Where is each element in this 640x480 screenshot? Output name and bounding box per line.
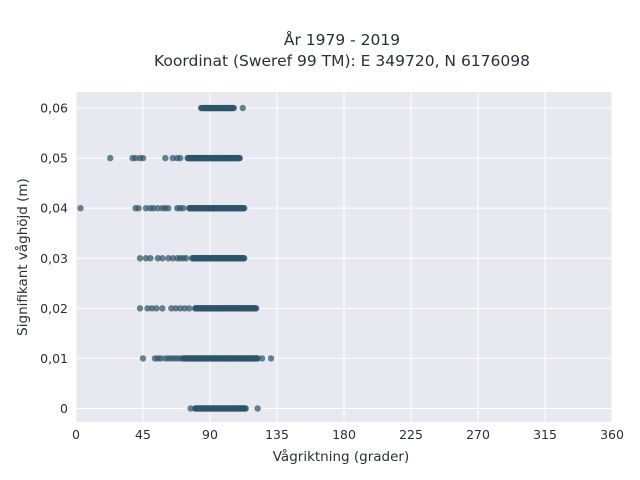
data-point [241,204,248,212]
data-point [241,255,248,262]
data-point [153,305,160,312]
y-tick-label: 0 [60,401,68,416]
data-point [162,154,169,162]
data-point [254,355,261,362]
data-point [139,355,147,362]
x-tick-label: 45 [135,427,151,442]
data-point [139,154,147,162]
y-tick-label: 0,03 [40,251,68,266]
data-point [181,305,188,312]
data-point [142,255,150,262]
data-point [147,255,154,262]
data-point [177,305,184,312]
data-point [154,204,162,212]
x-tick-label: 180 [332,427,356,442]
data-point [150,204,157,212]
y-tick-label: 0,04 [40,201,68,216]
data-point [182,255,190,262]
data-point [148,305,156,312]
data-point [177,154,184,162]
x-tick-label: 315 [533,427,557,442]
data-points [77,104,275,412]
y-tick-labels: 0 0,01 0,02 0,03 0,04 0,05 0,06 [40,101,68,416]
data-point [157,355,165,362]
x-tick-labels: 0 45 90 135 180 225 270 315 360 [72,427,624,442]
x-axis-label: Vågriktning (grader) [273,448,410,465]
chart-title: År 1979 - 2019 [284,30,400,49]
data-point [154,255,162,262]
y-axis-label: Signifikant våghöjd (m) [14,178,31,336]
y-tick-label: 0,06 [40,101,68,116]
data-point [132,154,139,162]
data-point [239,104,246,112]
x-tick-label: 90 [202,427,218,442]
x-tick-label: 135 [265,427,289,442]
data-point [77,204,84,212]
data-point [267,355,275,362]
y-tick-label: 0,01 [40,351,68,366]
data-point [242,405,249,412]
data-point [230,104,238,112]
data-point [177,355,184,362]
x-tick-label: 225 [399,427,423,442]
data-point [172,305,179,312]
x-tick-label: 270 [466,427,490,442]
chart-subtitle: Koordinat (Sweref 99 TM): E 349720, N 61… [154,52,530,70]
data-point [236,154,243,162]
data-point [258,355,266,362]
data-point [159,255,166,262]
data-point [107,154,114,162]
data-point [185,305,193,312]
data-point [254,405,261,412]
data-point [252,305,260,312]
data-point [169,154,176,162]
data-point [169,255,176,262]
data-point [180,204,187,212]
x-tick-label: 0 [72,427,80,442]
data-point [165,204,172,212]
data-point [187,405,194,412]
data-point [142,204,150,212]
x-tick-label: 360 [600,427,624,442]
y-tick-label: 0,05 [40,151,68,166]
data-point [168,305,175,312]
data-point [159,305,166,312]
data-point [136,255,144,262]
y-tick-label: 0,02 [40,301,68,316]
data-point [136,305,144,312]
data-point [144,305,151,312]
data-point [135,204,142,212]
grid [75,92,613,422]
data-point [165,255,172,262]
